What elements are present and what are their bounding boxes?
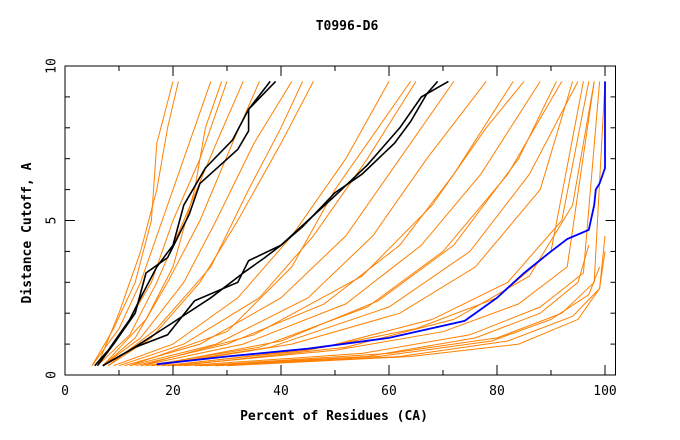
orange-series-line-13 <box>129 81 487 367</box>
orange-series-line-27 <box>178 81 595 367</box>
orange-series-line-16 <box>145 81 563 367</box>
orange-series-line-14 <box>135 81 514 367</box>
orange-series-line-28 <box>156 81 574 367</box>
orange-series-line-21 <box>172 81 595 367</box>
x-axis-label: Percent of Residues (CA) <box>240 409 428 424</box>
orange-series-line-15 <box>140 81 541 367</box>
black-series-line-1 <box>96 80 271 367</box>
y-tick-label: 0 <box>45 371 60 379</box>
axes-group: 0 20 40 60 80 100 0 5 10 <box>45 58 617 399</box>
orange-series-line-18 <box>129 81 412 367</box>
orange-series-line-10 <box>113 81 390 367</box>
orange-series-line-20 <box>162 81 584 367</box>
orange-series-line-5 <box>102 81 293 367</box>
x-tick-label: 100 <box>593 384 616 399</box>
black-series-line-3 <box>102 80 439 367</box>
blue-series-line <box>156 81 606 366</box>
x-tick-label: 20 <box>165 384 181 399</box>
y-tick-label: 10 <box>45 58 60 74</box>
series-group <box>91 80 606 367</box>
x-tick-label: 0 <box>61 384 69 399</box>
orange-series-line-12 <box>124 81 455 367</box>
orange-series-line-7 <box>96 81 179 366</box>
y-axis-label: Distance Cutoff, A <box>20 162 35 303</box>
y-tick-label: 5 <box>45 217 60 225</box>
chart-title: T0996-D6 <box>316 19 379 34</box>
orange-series-line-9 <box>107 81 304 367</box>
orange-series-line-8 <box>102 81 223 367</box>
orange-series-line-30 <box>151 81 557 367</box>
orange-series-line-23 <box>199 81 606 367</box>
x-tick-label: 60 <box>381 384 397 399</box>
orange-series-line-29 <box>194 245 590 367</box>
orange-series-line-31 <box>205 266 601 367</box>
orange-series-line-3 <box>97 81 244 367</box>
orange-series-line-1 <box>91 81 212 366</box>
orange-series-line-22 <box>183 81 601 367</box>
x-tick-label: 40 <box>273 384 289 399</box>
orange-series-line-19 <box>140 81 525 367</box>
orange-series-line-11 <box>118 81 417 367</box>
x-tick-label: 80 <box>489 384 505 399</box>
orange-series-line-25 <box>226 251 606 367</box>
orange-series-line-26 <box>167 81 590 367</box>
